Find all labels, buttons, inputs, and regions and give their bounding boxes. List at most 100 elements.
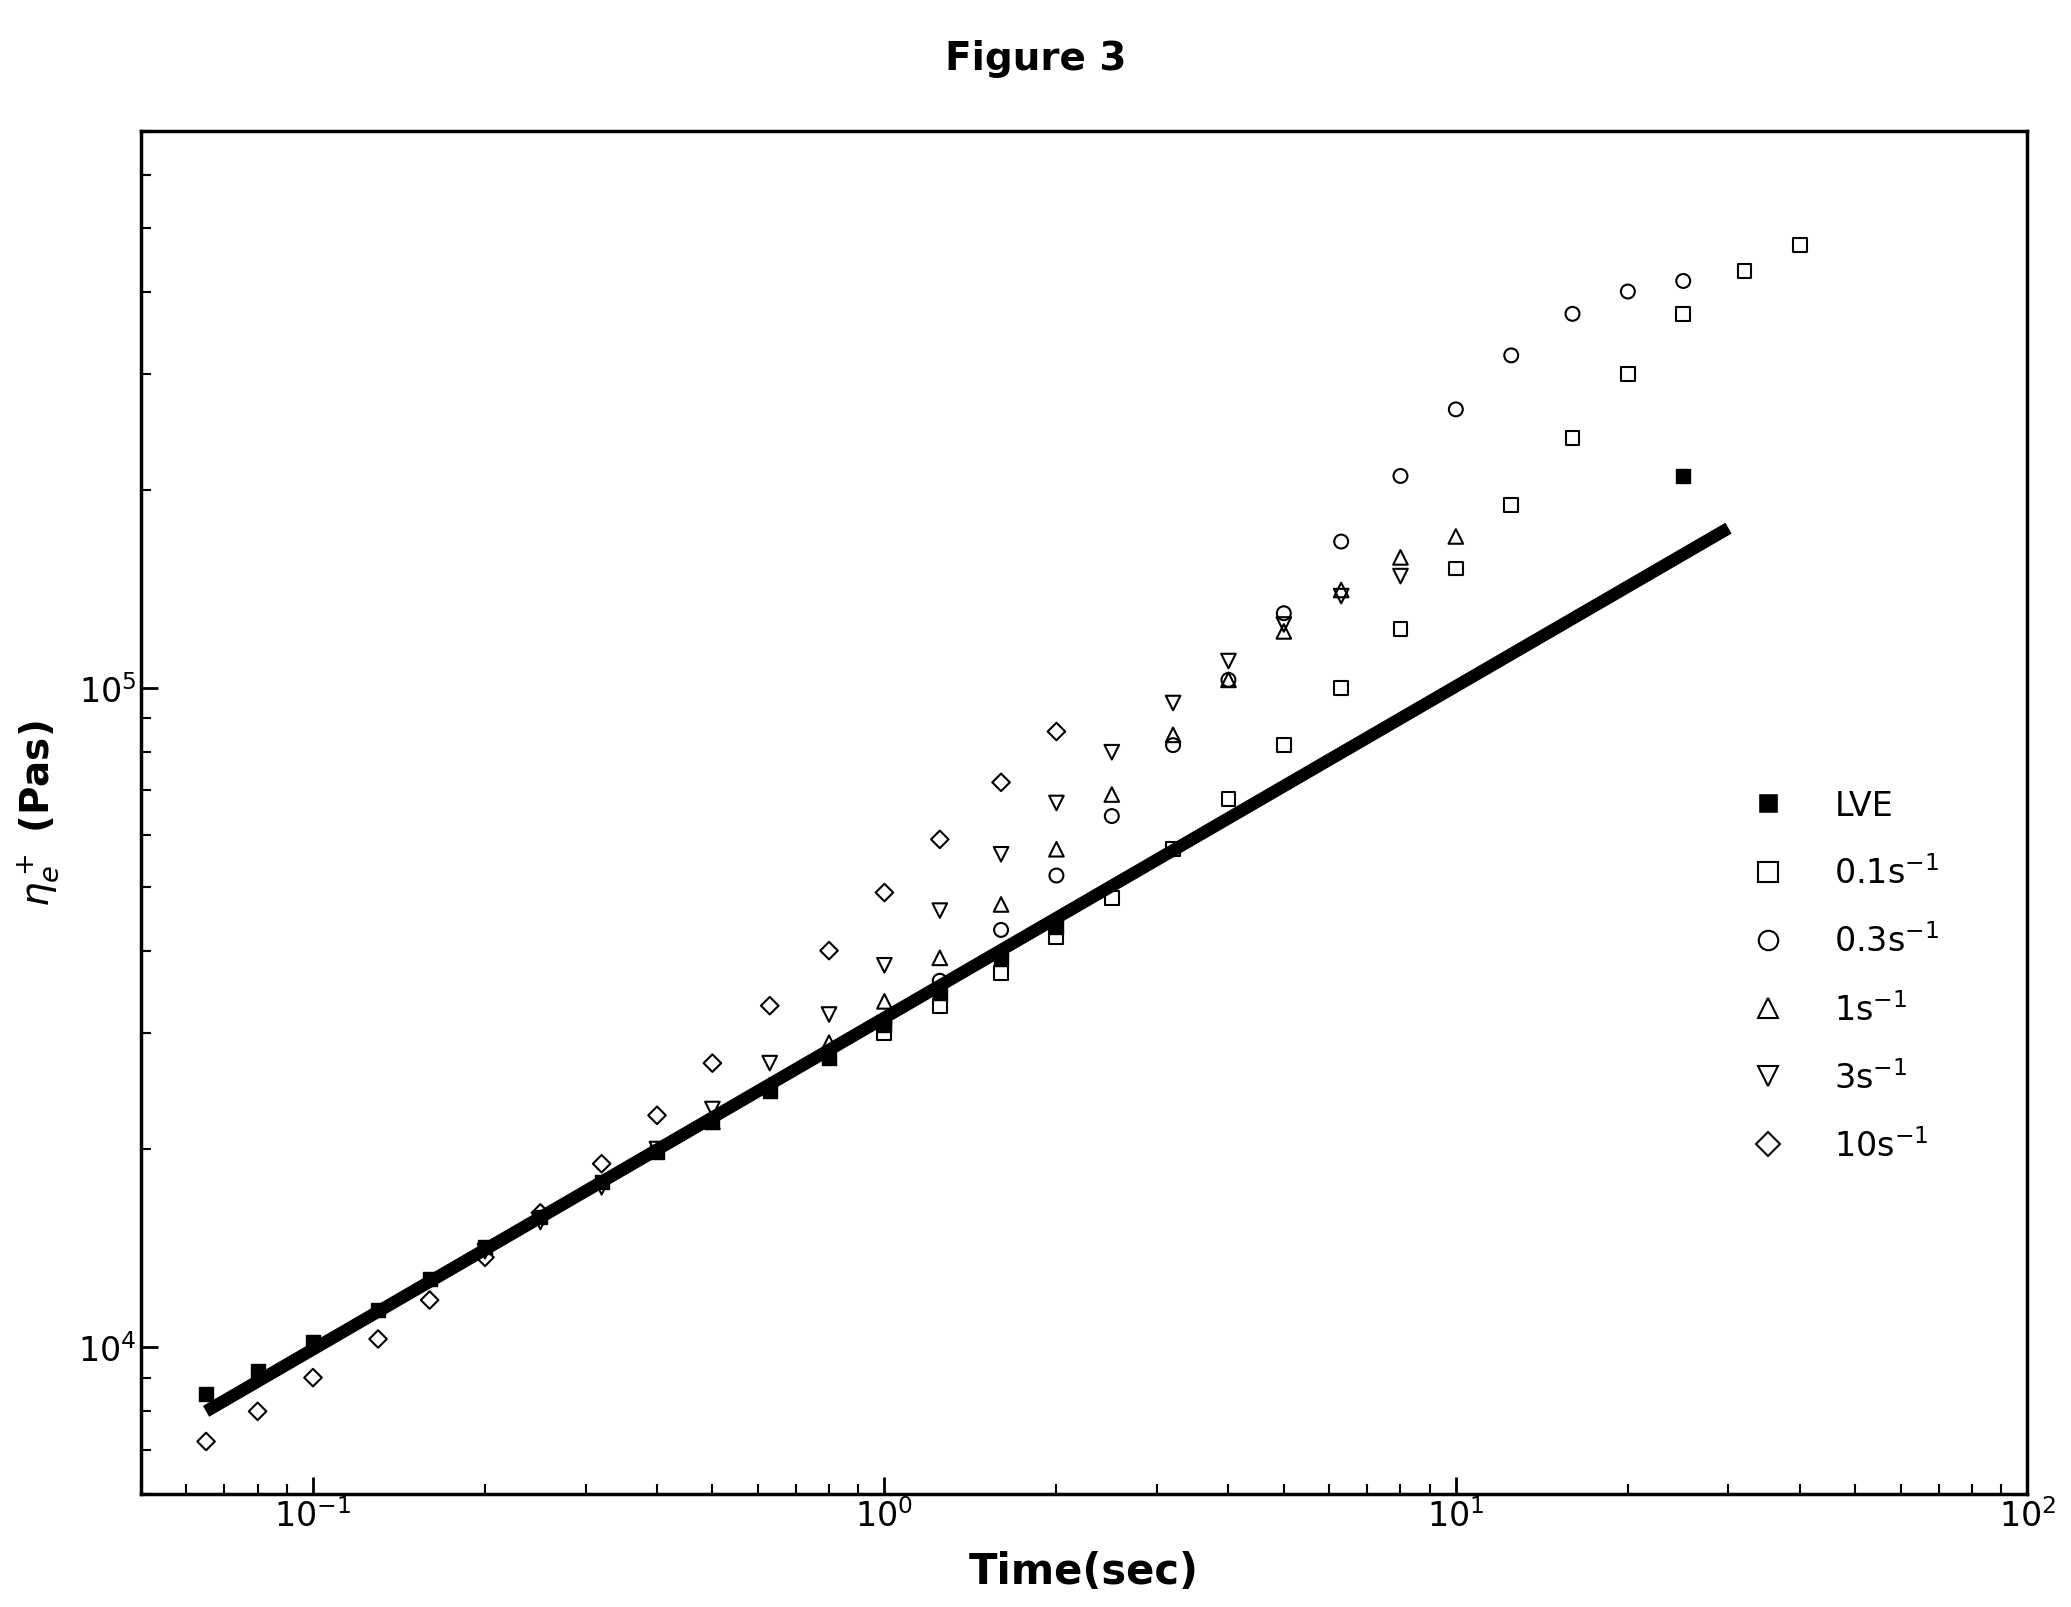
Point (191, 1429, 224, 1454)
Point (1325, 677, 1359, 702)
Point (191, 1382, 224, 1408)
X-axis label: Time(sec): Time(sec) (969, 1551, 1199, 1593)
Point (412, 1266, 445, 1292)
Point (1212, 667, 1245, 693)
Point (1383, 464, 1417, 490)
Point (1555, 302, 1588, 328)
Point (696, 1109, 729, 1135)
Point (812, 938, 845, 964)
Point (1325, 529, 1359, 554)
Point (1611, 280, 1644, 305)
Legend: LVE, 0.1s$^{-1}$, 0.3s$^{-1}$, 1s$^{-1}$, 3s$^{-1}$, 10s$^{-1}$: LVE, 0.1s$^{-1}$, 0.3s$^{-1}$, 1s$^{-1}$… (1700, 757, 1974, 1196)
Point (984, 961, 1017, 987)
Point (868, 953, 901, 979)
Point (1040, 863, 1073, 889)
Point (1383, 545, 1417, 570)
Point (812, 1003, 845, 1028)
Point (984, 947, 1017, 972)
Point (812, 1030, 845, 1056)
Point (1096, 739, 1129, 765)
Point (812, 1046, 845, 1072)
Point (1040, 720, 1073, 746)
Point (586, 1170, 619, 1196)
Point (1727, 259, 1760, 284)
Point (468, 1245, 501, 1271)
Point (1667, 302, 1700, 328)
Point (1267, 612, 1301, 638)
Point (412, 1287, 445, 1313)
Point (1667, 268, 1700, 294)
Point (1096, 804, 1129, 829)
Point (868, 1011, 901, 1037)
Point (1439, 524, 1472, 550)
Point (524, 1210, 557, 1236)
Point (1212, 786, 1245, 812)
Point (696, 1109, 729, 1135)
Point (586, 1151, 619, 1176)
Point (984, 892, 1017, 918)
Point (1156, 723, 1189, 749)
Point (1383, 564, 1417, 590)
Point (1267, 619, 1301, 644)
Point (1040, 837, 1073, 863)
Point (1667, 464, 1700, 490)
Point (1096, 783, 1129, 808)
Point (524, 1204, 557, 1229)
Point (240, 1358, 273, 1384)
Point (1156, 733, 1189, 759)
Point (1040, 914, 1073, 940)
Point (924, 898, 957, 924)
Point (696, 1096, 729, 1122)
Point (924, 828, 957, 853)
Y-axis label: $\eta_e^+$ (Pas): $\eta_e^+$ (Pas) (14, 720, 60, 906)
Point (296, 1329, 329, 1355)
Point (868, 1012, 901, 1038)
Point (1325, 579, 1359, 604)
Point (1495, 492, 1528, 517)
Point (586, 1175, 619, 1200)
Point (868, 988, 901, 1014)
Point (1383, 617, 1417, 643)
Point (468, 1234, 501, 1260)
Point (924, 945, 957, 971)
Point (640, 1102, 673, 1128)
Point (1212, 667, 1245, 693)
Point (1212, 649, 1245, 675)
Text: Figure 3: Figure 3 (944, 40, 1127, 79)
Point (1783, 233, 1816, 259)
Point (754, 1051, 787, 1077)
Point (640, 1139, 673, 1165)
Point (362, 1297, 396, 1323)
Point (524, 1200, 557, 1226)
Point (468, 1239, 501, 1265)
Point (754, 1072, 787, 1098)
Point (984, 770, 1017, 795)
Point (240, 1398, 273, 1424)
Point (362, 1326, 396, 1351)
Point (924, 969, 957, 995)
Point (640, 1136, 673, 1162)
Point (868, 1020, 901, 1046)
Point (754, 993, 787, 1019)
Point (924, 993, 957, 1019)
Point (296, 1364, 329, 1390)
Point (1267, 733, 1301, 759)
Point (1439, 397, 1472, 423)
Point (1096, 885, 1129, 911)
Point (1495, 344, 1528, 370)
Point (1040, 791, 1073, 816)
Point (868, 881, 901, 906)
Point (1156, 691, 1189, 717)
Point (1611, 362, 1644, 387)
Point (1439, 556, 1472, 582)
Point (1040, 924, 1073, 950)
Point (924, 980, 957, 1006)
Point (1156, 837, 1189, 863)
Point (1267, 601, 1301, 627)
Point (696, 1051, 729, 1077)
Point (1555, 426, 1588, 452)
Point (754, 1078, 787, 1104)
Point (1325, 583, 1359, 609)
Point (984, 842, 1017, 868)
Point (984, 918, 1017, 943)
